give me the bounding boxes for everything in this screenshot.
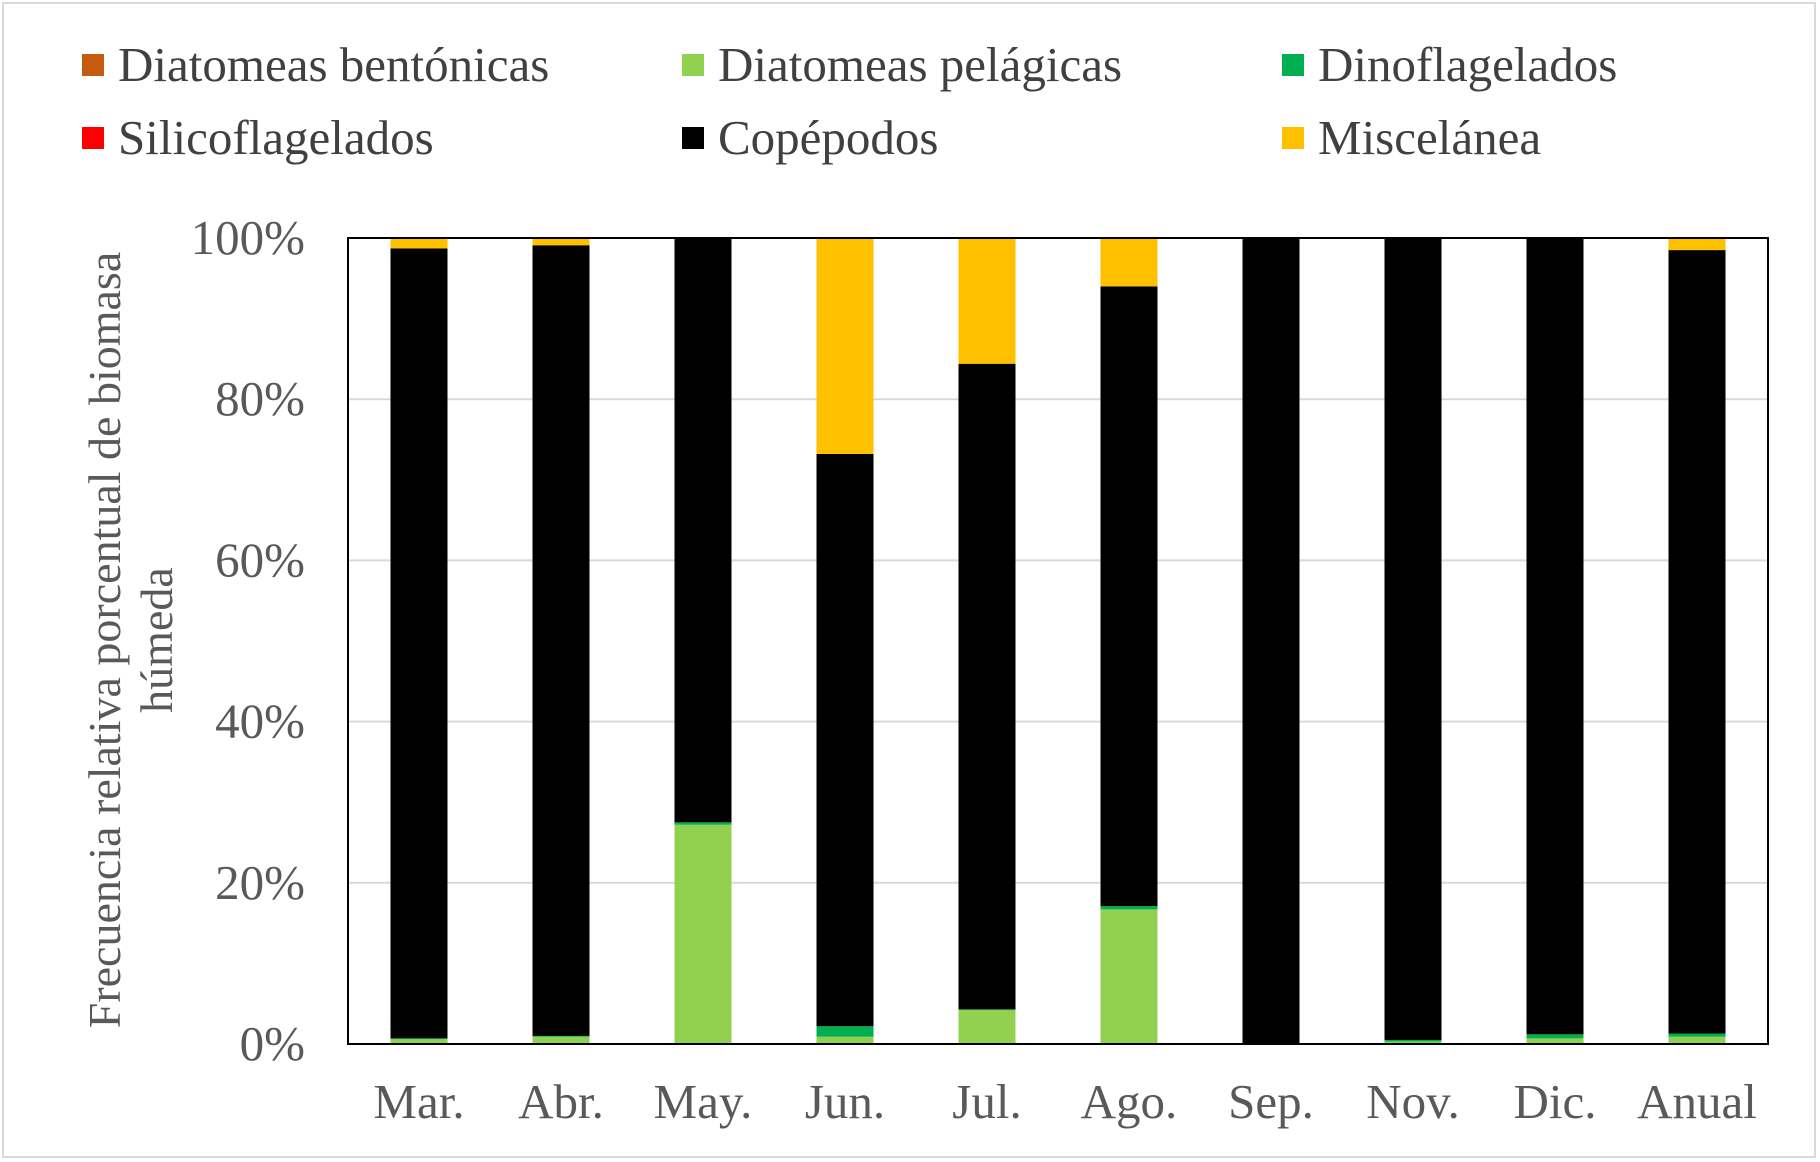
legend-swatch-dinoflagelados xyxy=(1282,54,1304,76)
bar-diatomeas-pelagicas xyxy=(532,1036,590,1044)
x-tick-label: Jul. xyxy=(952,1074,1021,1129)
bar-diatomeas-pelagicas xyxy=(958,1010,1016,1044)
bar-copepodos xyxy=(1242,238,1300,1044)
bar-copepodos xyxy=(390,248,448,1039)
bar-copepodos xyxy=(1526,238,1584,1035)
legend: Diatomeas bentónicas Diatomeas pelágicas D… xyxy=(82,37,1617,165)
bar-diatomeas-pelagicas xyxy=(1668,1036,1726,1044)
bar-miscelanea xyxy=(390,238,448,249)
y-tick-label: 100% xyxy=(191,210,305,265)
bar-copepodos xyxy=(958,363,1016,1010)
bar-copepodos xyxy=(674,238,732,823)
legend-swatch-miscelanea xyxy=(1282,127,1304,149)
bar-diatomeas-pelagicas xyxy=(1384,1041,1442,1044)
bar-copepodos xyxy=(532,245,590,1036)
y-axis-title-line: Frecuencia relativa porcentual de biomas… xyxy=(79,252,130,1029)
x-tick-label: Anual xyxy=(1637,1074,1757,1129)
plot-border xyxy=(347,237,1769,1045)
legend-swatch-silicoflagelados xyxy=(82,127,104,149)
bars xyxy=(390,238,1726,1044)
y-tick-label: 20% xyxy=(215,855,305,910)
legend-label-dinoflagelados: Dinoflagelados xyxy=(1318,37,1617,92)
bar-copepodos xyxy=(1668,250,1726,1034)
bar-miscelanea xyxy=(1100,238,1158,287)
bar-dinoflagelados xyxy=(1100,906,1158,910)
legend-label-diatomeas-pelagicas: Diatomeas pelágicas xyxy=(718,37,1122,92)
bar-diatomeas-pelagicas xyxy=(816,1036,874,1044)
x-tick-label: Sep. xyxy=(1228,1074,1314,1129)
y-tick-label: 80% xyxy=(215,371,305,426)
x-tick-label: Dic. xyxy=(1514,1074,1597,1129)
x-tick-label: May. xyxy=(654,1074,753,1129)
bar-copepodos xyxy=(816,454,874,1027)
bar-diatomeas-pelagicas xyxy=(674,824,732,1044)
legend-swatch-diatomeas-bentonicas xyxy=(82,54,104,76)
bar-copepodos xyxy=(1384,238,1442,1040)
bar-dinoflagelados xyxy=(958,1009,1016,1011)
bar-miscelanea xyxy=(816,238,874,455)
y-tick-label: 60% xyxy=(215,532,305,587)
bar-miscelanea xyxy=(958,238,1016,364)
legend-label-silicoflagelados: Silicoflagelados xyxy=(118,110,434,165)
y-axis-ticks: 0% 20% 40% 60% 80% 100% xyxy=(191,210,305,1071)
bar-diatomeas-pelagicas xyxy=(1100,909,1158,1044)
y-axis-title: Frecuencia relativa porcentual de biomas… xyxy=(79,252,182,1029)
x-axis-ticks: Mar. Abr. May. Jun. Jul. Ago. Sep. Nov. Dic. Anua… xyxy=(373,1074,1756,1129)
x-tick-label: Jun. xyxy=(805,1074,885,1129)
legend-swatch-copepodos xyxy=(682,127,704,149)
bar-dinoflagelados xyxy=(532,1035,590,1037)
legend-label-diatomeas-bentonicas: Diatomeas bentónicas xyxy=(118,37,549,92)
bar-copepodos xyxy=(1100,286,1158,907)
bar-dinoflagelados xyxy=(1384,1039,1442,1042)
legend-swatch-diatomeas-pelagicas xyxy=(682,54,704,76)
bar-dinoflagelados xyxy=(674,822,732,825)
bar-miscelanea xyxy=(532,238,590,246)
x-tick-label: Abr. xyxy=(518,1074,604,1129)
bar-dinoflagelados xyxy=(1526,1034,1584,1039)
bar-dinoflagelados xyxy=(390,1038,448,1040)
bar-dinoflagelados xyxy=(816,1026,874,1037)
bar-diatomeas-pelagicas xyxy=(1526,1038,1584,1044)
y-axis-title-line: húmeda xyxy=(131,567,182,713)
bar-dinoflagelados xyxy=(1668,1033,1726,1037)
y-tick-label: 0% xyxy=(240,1016,305,1071)
bar-diatomeas-pelagicas xyxy=(390,1039,448,1044)
bar-miscelanea xyxy=(1668,238,1726,251)
y-tick-label: 40% xyxy=(215,694,305,749)
x-tick-label: Mar. xyxy=(373,1074,464,1129)
legend-label-copepodos: Copépodos xyxy=(718,110,939,165)
x-tick-label: Ago. xyxy=(1081,1074,1178,1129)
x-tick-label: Nov. xyxy=(1366,1074,1459,1129)
legend-label-miscelanea: Miscelánea xyxy=(1318,110,1541,165)
